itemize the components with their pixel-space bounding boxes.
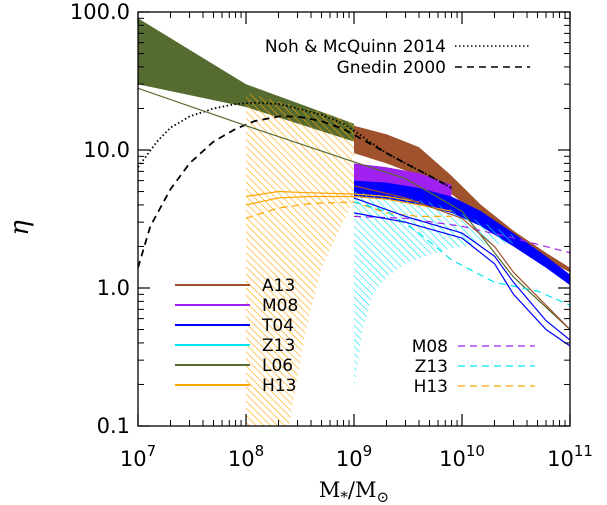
axis-labels: M*/M⊙ η xyxy=(5,220,389,505)
x-axis-label: M*/M⊙ xyxy=(319,478,389,505)
x-tick-exponent: 7 xyxy=(147,442,157,460)
legend-right-label: M08 xyxy=(412,337,448,357)
legend-left-label: T04 xyxy=(261,316,294,336)
legend-left-label: H13 xyxy=(262,376,296,396)
x-axis-label-main: M xyxy=(319,478,341,502)
line-ref-1 xyxy=(138,115,452,269)
data-lines xyxy=(138,87,570,347)
x-tick-exponent: 9 xyxy=(363,442,373,460)
line-A13-10 xyxy=(353,185,570,330)
line-H13-3 xyxy=(245,195,452,212)
line-M08-6 xyxy=(353,215,570,254)
x-axis-label-slash: /M xyxy=(348,478,377,502)
y-tick-label: 1.0 xyxy=(97,276,130,300)
x-axis-label-sub2: ⊙ xyxy=(377,488,390,505)
legend-top-label: Gnedin 2000 xyxy=(337,58,446,78)
band-H13 xyxy=(246,92,354,426)
x-tick-base: 10 xyxy=(547,447,574,471)
x-tick-label: 1011 xyxy=(547,442,593,471)
x-tick-label: 108 xyxy=(228,442,264,471)
x-axis-label-sub1: * xyxy=(340,488,348,505)
legend-right-label: H13 xyxy=(414,377,448,397)
legend-left-label: Z13 xyxy=(262,336,295,356)
y-tick-label: 0.1 xyxy=(97,414,130,438)
line-T04-9 xyxy=(353,197,570,341)
line-L06-2 xyxy=(138,87,570,330)
line-H13-4 xyxy=(245,190,420,203)
x-tick-base: 10 xyxy=(120,447,147,471)
y-axis-label: η xyxy=(5,220,35,236)
legend-top-label: Noh & McQuinn 2014 xyxy=(265,37,446,57)
x-tick-exponent: 10 xyxy=(466,442,485,460)
line-Z13-7 xyxy=(353,201,570,306)
x-tick-base: 10 xyxy=(336,447,363,471)
legend-left-label: A13 xyxy=(262,276,295,296)
x-tick-label: 109 xyxy=(336,442,372,471)
x-tick-base: 10 xyxy=(439,447,466,471)
y-tick-label: 100.0 xyxy=(70,0,130,24)
x-tick-base: 10 xyxy=(228,447,255,471)
legend-left-label: M08 xyxy=(262,296,298,316)
legend-left-label: L06 xyxy=(262,356,293,376)
line-T04-8 xyxy=(353,212,570,347)
x-tick-exponent: 11 xyxy=(574,442,593,460)
x-tick-exponent: 8 xyxy=(255,442,265,460)
y-tick-label: 10.0 xyxy=(83,138,130,162)
x-tick-label: 107 xyxy=(120,442,156,471)
legend-right-label: Z13 xyxy=(415,357,448,377)
x-tick-label: 1010 xyxy=(439,442,485,471)
